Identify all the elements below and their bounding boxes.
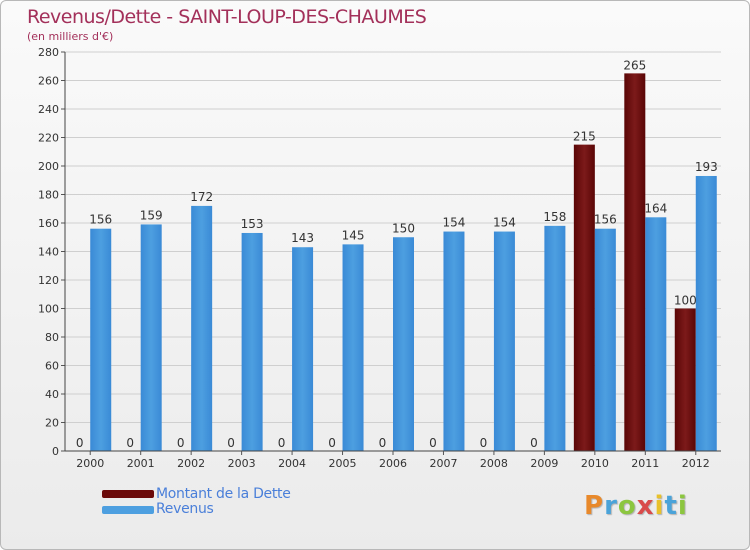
label-revenus-2004: 143 (291, 231, 314, 245)
y-tick-label: 140 (38, 246, 59, 259)
y-tick-label: 260 (38, 75, 59, 88)
label-revenus-2010: 156 (594, 213, 617, 227)
value-labels: 0 156 0 159 0 172 0 153 0 143 0 145 0 150 0 154 0 154 0 158… (76, 58, 718, 450)
label-dette-2012: 100 (674, 294, 697, 308)
x-tick-label: 2008 (480, 457, 508, 470)
y-tick-label: 200 (38, 160, 59, 173)
y-tick-label: 100 (38, 303, 59, 316)
x-tick-label: 2006 (379, 457, 407, 470)
bar-revenus-2005 (342, 244, 364, 451)
label-dette-2006: 0 (379, 436, 387, 450)
bar-revenus-2009 (544, 225, 566, 451)
bar-revenus-2012 (695, 175, 717, 451)
x-tick-label: 2003 (228, 457, 256, 470)
bar-revenus-2007 (443, 231, 465, 451)
bar-dette-2010 (573, 144, 595, 451)
proxiti-logo: Proxiti (584, 491, 688, 521)
bar-dette-2012 (674, 308, 696, 451)
label-revenus-2000: 156 (89, 213, 112, 227)
legend-label-dette: Montant de la Dette (156, 486, 291, 502)
y-tick-label: 220 (38, 132, 59, 145)
legend-swatch-dette (102, 490, 154, 498)
chart-subtitle: (en milliers d'€) (27, 30, 114, 43)
x-tick-label: 2001 (127, 457, 155, 470)
bar-dette-2011 (624, 73, 646, 451)
legend-swatch-revenus (102, 506, 154, 514)
x-tick-label: 2010 (581, 457, 609, 470)
label-revenus-2011: 164 (644, 201, 667, 215)
legend-label-revenus: Revenus (156, 501, 214, 517)
x-tick-label: 2011 (631, 457, 659, 470)
label-revenus-2009: 158 (543, 210, 566, 224)
x-tick-label: 2007 (429, 457, 457, 470)
x-tick-label: 2005 (329, 457, 357, 470)
y-tick-label: 280 (38, 46, 59, 59)
bar-revenus-2002 (191, 205, 213, 451)
x-tick-label: 2004 (278, 457, 306, 470)
y-tick-label: 0 (52, 445, 59, 458)
label-dette-2009: 0 (530, 436, 538, 450)
y-tick-label: 160 (38, 217, 59, 230)
label-revenus-2005: 145 (342, 228, 365, 242)
label-revenus-2001: 159 (140, 208, 163, 222)
y-tick-label: 40 (45, 388, 59, 401)
chart-title: Revenus/Dette - SAINT-LOUP-DES-CHAUMES (27, 6, 427, 28)
bar-revenus-2011 (645, 217, 667, 451)
label-dette-2010: 215 (573, 130, 596, 144)
bar-revenus-2006 (393, 237, 414, 451)
label-dette-2005: 0 (328, 436, 336, 450)
label-revenus-2002: 172 (190, 190, 213, 204)
label-revenus-2007: 154 (443, 216, 466, 230)
label-revenus-2003: 153 (241, 217, 264, 231)
label-dette-2003: 0 (227, 436, 235, 450)
label-dette-2000: 0 (76, 436, 84, 450)
label-revenus-2012: 193 (695, 160, 718, 174)
x-tick-label: 2000 (76, 457, 104, 470)
label-dette-2011: 265 (623, 58, 646, 72)
label-revenus-2006: 150 (392, 221, 415, 235)
y-tick-label: 80 (45, 331, 59, 344)
label-revenus-2008: 154 (493, 216, 516, 230)
x-tick-label: 2002 (177, 457, 205, 470)
y-tick-label: 240 (38, 103, 59, 116)
y-tick-label: 60 (45, 360, 59, 373)
bar-revenus-2000 (90, 228, 112, 451)
y-tick-label: 180 (38, 189, 59, 202)
label-dette-2001: 0 (126, 436, 134, 450)
label-dette-2002: 0 (177, 436, 185, 450)
bar-revenus-2010 (594, 228, 616, 451)
x-tick-label: 2012 (682, 457, 710, 470)
bar-revenus-2003 (241, 232, 263, 451)
bars (69, 73, 717, 452)
label-dette-2004: 0 (278, 436, 286, 450)
label-dette-2008: 0 (480, 436, 488, 450)
label-dette-2007: 0 (429, 436, 437, 450)
y-tick-label: 120 (38, 274, 59, 287)
y-tick-label: 20 (45, 417, 59, 430)
bar-revenus-2001 (140, 224, 162, 451)
x-tick-label: 2009 (530, 457, 558, 470)
bar-revenus-2008 (493, 231, 515, 451)
bar-revenus-2004 (292, 247, 314, 451)
axes: 0 20 40 60 80 100 120 140 160 180 200 220 240 260 280 2… (38, 46, 721, 470)
